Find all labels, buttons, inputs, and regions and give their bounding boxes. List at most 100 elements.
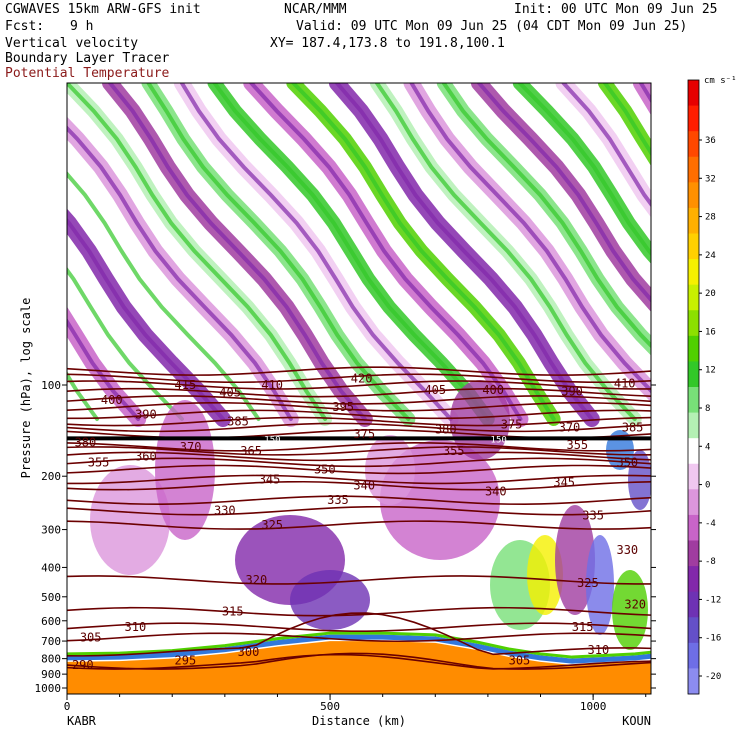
theta-label-325: 325 [261,518,283,532]
colorbar-swatch [688,310,699,337]
colorbar: 36 32 28 24 20 16 12 8 4 0 -4 -8 -12 -16 -20 [687,79,721,695]
field-vertical-velocity: Vertical velocity [5,36,139,51]
theta-contour-365 [67,446,651,456]
y-tick-label: 1000 [35,682,62,695]
w-band-core [67,266,184,421]
x-tick-label: 1000 [580,700,607,713]
colorbar-swatch [688,642,699,669]
theta-label-320: 320 [246,573,268,587]
y-tick-label: 700 [41,635,61,648]
theta-contour-330 [67,505,651,516]
theta-contour-310 [67,622,651,632]
theta-label-410: 410 [261,378,283,392]
x-tick-label: 500 [320,700,340,713]
y-tick-label: 800 [41,653,61,666]
theta-label-290: 290 [72,658,94,672]
theta-label-305: 305 [80,630,102,644]
x-end-station: KOUN [622,714,651,728]
y-tick-label: 500 [41,591,61,604]
theta-label-410: 410 [614,377,636,391]
colorbar-tick-label: 0 [705,481,710,491]
w-cell [628,450,651,510]
w-band-core [249,83,523,421]
theta-label-355: 355 [566,438,588,452]
theta-contour-290 [67,652,651,670]
w-band-core [108,83,367,421]
colorbar-swatch [688,105,699,132]
w-cell [527,535,563,615]
w-band-core [517,83,651,257]
theta-label-335: 335 [327,493,349,507]
theta-label-340: 340 [485,485,507,499]
colorbar-swatch [688,591,699,618]
colorbar-swatch [688,207,699,234]
theta-contour-380 [67,422,651,433]
tropopause-label: 150 [491,435,507,445]
w-band-core [67,171,261,421]
colorbar-swatch [688,617,699,644]
theta-label-340: 340 [353,479,375,493]
colorbar-swatch [688,80,699,107]
colorbar-swatch [688,361,699,388]
w-cell [290,570,370,630]
y-tick-label: 600 [41,615,61,628]
w-band-core [146,83,411,421]
colorbar-swatch [688,463,699,490]
w-band-core [441,83,651,349]
theta-contour-355 [67,457,651,468]
org-label: NCAR/MMM [284,2,347,17]
theta-contour-405 [67,387,651,398]
x-start-station: KABR [67,714,97,728]
cross-section-endpoints: XY= 187.4,173.8 to 191.8,100.1 [270,36,505,51]
y-tick-label: 200 [41,470,61,483]
colorbar-swatch [688,233,699,260]
theta-contour-415 [67,373,651,384]
theta-label-305: 305 [509,653,531,667]
theta-label-365: 365 [240,444,262,458]
theta-label-355: 355 [88,455,110,469]
colorbar-tick-label: 20 [705,289,716,299]
w-cell [365,435,415,505]
colorbar-swatch [688,412,699,439]
y-tick-label: 100 [41,379,61,392]
theta-label-345: 345 [553,476,575,490]
w-band-core [212,83,490,421]
w-band-core [67,317,141,421]
colorbar-swatch [688,438,699,465]
colorbar-swatch [688,131,699,158]
theta-contour-305 [67,632,651,643]
theta-label-345: 345 [259,472,281,486]
forecast-label: Fcst: [5,19,45,34]
colorbar-tick-label: -16 [705,634,721,644]
theta-contour-labels: 290 295 300 305 305 310 310 315 315 320 320 325 325 3… [72,371,646,672]
theta-contour-295 [67,653,651,670]
w-band-core [561,83,651,208]
colorbar-tick-label: 4 [705,442,710,452]
theta-label-315: 315 [572,620,594,634]
w-band-core [409,83,651,394]
colorbar-swatch [688,182,699,209]
w-band-core [291,83,556,421]
theta-label-350: 350 [314,462,336,476]
valid-time: Valid: 09 UTC Mon 09 Jun 25 (04 CDT Mon … [296,19,688,34]
theta-label-405: 405 [219,386,241,400]
theta-label-325: 325 [577,576,599,590]
theta-label-310: 310 [588,643,610,657]
colorbar-swatch [688,514,699,541]
theta-label-330: 330 [214,504,236,518]
theta-label-420: 420 [351,371,373,385]
colorbar-swatch [688,668,699,695]
colorbar-tick-label: 32 [705,174,716,184]
colorbar-tick-label: 16 [705,327,716,337]
theta-contour-400 [67,395,651,405]
theta-label-315: 315 [222,605,244,619]
tropopause-label: 150 [264,435,280,445]
field-potential-temperature: Potential Temperature [5,66,170,81]
theta-contour-385 [67,416,651,427]
colorbar-swatch [688,284,699,311]
theta-label-350: 350 [616,455,638,469]
theta-contour-320 [67,575,651,585]
theta-label-380: 380 [75,436,97,450]
